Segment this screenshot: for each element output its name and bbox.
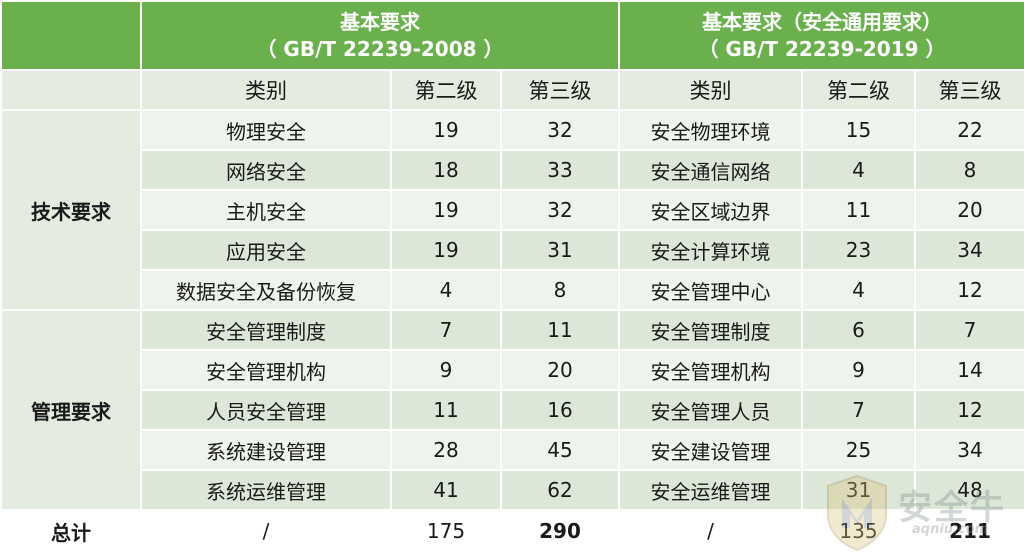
new-category-cell: 安全运维管理 [618,469,803,511]
new-category-cell: 安全区域边界 [618,189,803,231]
old-category-cell: 系统运维管理 [140,469,392,511]
table-row: 安全管理机构 9 20 安全管理机构 9 14 [1,349,1024,391]
header-left-standard: （ GB/T 22239-2008 ） [256,36,504,61]
subheader-category-old: 类别 [140,69,392,111]
table-row: 人员安全管理 11 16 安全管理人员 7 12 [1,389,1024,431]
new-level2-cell: 4 [801,149,916,191]
subheader-corner [0,69,142,111]
new-level3-cell: 48 [914,469,1024,511]
subheader-category-new: 类别 [618,69,803,111]
total-new-level3: 211 [914,509,1024,553]
total-old-level2: 175 [390,509,502,553]
new-level3-cell: 34 [914,229,1024,271]
new-level2-cell: 31 [801,469,916,511]
old-level3-cell: 20 [500,349,620,391]
old-level3-cell: 32 [500,109,620,151]
old-level2-cell: 18 [390,149,502,191]
new-level3-cell: 34 [914,429,1024,471]
header-right-standard: （ GB/T 22239-2019 ） [698,36,946,61]
old-level3-cell: 11 [500,309,620,351]
table-row: 数据安全及备份恢复 4 8 安全管理中心 4 12 [1,269,1024,311]
old-category-cell: 应用安全 [140,229,392,271]
new-level3-cell: 20 [914,189,1024,231]
old-category-cell: 系统建设管理 [140,429,392,471]
new-level3-cell: 22 [914,109,1024,151]
old-level3-cell: 32 [500,189,620,231]
total-old-level3: 290 [500,509,620,553]
total-row: 总计 / 175 290 / 135 211 [0,509,1024,553]
subheader-level3-old: 第三级 [500,69,620,111]
old-category-cell: 安全管理制度 [140,309,392,351]
new-level3-cell: 8 [914,149,1024,191]
new-level3-cell: 14 [914,349,1024,391]
old-level2-cell: 9 [390,349,502,391]
new-level2-cell: 6 [801,309,916,351]
old-level2-cell: 11 [390,389,502,431]
new-category-cell: 安全管理中心 [618,269,803,311]
old-level2-cell: 4 [390,269,502,311]
old-category-cell: 网络安全 [140,149,392,191]
subheader-level2-new: 第二级 [801,69,916,111]
new-category-cell: 安全管理人员 [618,389,803,431]
old-level2-cell: 19 [390,109,502,151]
old-category-cell: 物理安全 [140,109,392,151]
old-level3-cell: 33 [500,149,620,191]
old-level2-cell: 41 [390,469,502,511]
new-category-cell: 安全通信网络 [618,149,803,191]
old-level3-cell: 16 [500,389,620,431]
group-tech-requirements: 技术要求 [0,109,142,311]
header-corner [0,0,142,71]
old-category-cell: 数据安全及备份恢复 [140,269,392,311]
header-row: 基本要求 （ GB/T 22239-2008 ） 基本要求（安全通用要求） （ … [0,0,1024,71]
table-row: 应用安全 19 31 安全计算环境 23 34 [1,229,1024,271]
total-new-level2: 135 [801,509,916,553]
new-category-cell: 安全管理制度 [618,309,803,351]
new-category-cell: 安全计算环境 [618,229,803,271]
new-category-cell: 安全物理环境 [618,109,803,151]
new-level2-cell: 4 [801,269,916,311]
new-level3-cell: 12 [914,269,1024,311]
total-old-category: / [140,509,392,553]
new-level2-cell: 25 [801,429,916,471]
old-level3-cell: 8 [500,269,620,311]
new-level2-cell: 15 [801,109,916,151]
old-level3-cell: 31 [500,229,620,271]
old-category-cell: 安全管理机构 [140,349,392,391]
subheader-row: 类别 第二级 第三级 类别 第二级 第三级 [0,69,1024,111]
old-level2-cell: 28 [390,429,502,471]
table-body: 技术要求 物理安全 19 32 安全物理环境 15 22 网络安全 18 33 安全通信网络 4 8 主机… [0,109,1024,511]
table-row: 系统运维管理 41 62 安全运维管理 31 48 [1,469,1024,511]
new-level3-cell: 12 [914,389,1024,431]
table-row: 主机安全 19 32 安全区域边界 11 20 [1,189,1024,231]
header-right-title: 基本要求（安全通用要求） [702,9,942,34]
new-category-cell: 安全建设管理 [618,429,803,471]
group-management-requirements: 管理要求 [0,309,142,511]
subheader-level2-old: 第二级 [390,69,502,111]
header-right: 基本要求（安全通用要求） （ GB/T 22239-2019 ） [618,0,1024,71]
new-level3-cell: 7 [914,309,1024,351]
new-level2-cell: 9 [801,349,916,391]
old-category-cell: 主机安全 [140,189,392,231]
table-row: 网络安全 18 33 安全通信网络 4 8 [1,149,1024,191]
header-left: 基本要求 （ GB/T 22239-2008 ） [140,0,620,71]
new-level2-cell: 7 [801,389,916,431]
old-level3-cell: 45 [500,429,620,471]
new-level2-cell: 11 [801,189,916,231]
old-level3-cell: 62 [500,469,620,511]
table-row: 管理要求 安全管理制度 7 11 安全管理制度 6 7 [0,309,1024,511]
header-left-title: 基本要求 [340,9,420,34]
old-category-cell: 人员安全管理 [140,389,392,431]
new-category-cell: 安全管理机构 [618,349,803,391]
new-level2-cell: 23 [801,229,916,271]
table-row: 技术要求 物理安全 19 32 安全物理环境 15 22 [0,109,1024,311]
table-row: 系统建设管理 28 45 安全建设管理 25 34 [1,429,1024,471]
total-new-category: / [618,509,803,553]
old-level2-cell: 19 [390,229,502,271]
total-label: 总计 [0,509,142,553]
old-level2-cell: 7 [390,309,502,351]
old-level2-cell: 19 [390,189,502,231]
subheader-level3-new: 第三级 [914,69,1024,111]
